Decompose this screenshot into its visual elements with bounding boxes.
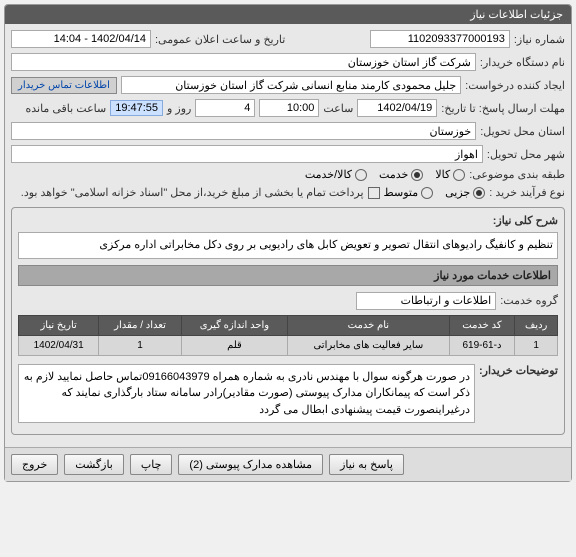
panel-body: شماره نیاز: 1102093377000193 تاریخ و ساع… (5, 24, 571, 447)
radio-goods-label: کالا (435, 168, 450, 181)
radio-medium-label: متوسط (384, 186, 419, 199)
remaining-label: ساعت باقی مانده (25, 102, 106, 115)
buyer-notes-label: توضیحات خریدار: (479, 364, 558, 377)
buyer-field: شرکت گاز استان خوزستان (11, 53, 476, 71)
requester-label: ایجاد کننده درخواست: (465, 79, 565, 92)
services-table: ردیف کد خدمت نام خدمت واحد اندازه گیری ت… (18, 315, 558, 356)
deadline-label: مهلت ارسال پاسخ: تا تاریخ: (441, 102, 565, 115)
city-field: اهواز (11, 145, 483, 163)
th-code: کد خدمت (449, 315, 515, 335)
service-group-field: اطلاعات و ارتباطات (356, 292, 496, 310)
respond-button[interactable]: پاسخ به نیاز (329, 454, 404, 475)
payment-checkbox[interactable] (368, 187, 380, 199)
th-row: ردیف (515, 315, 558, 335)
exit-button[interactable]: خروج (11, 454, 58, 475)
process-radio-group: جزیی متوسط (384, 186, 486, 199)
desc-title-label: شرح کلی نیاز: (493, 214, 558, 227)
requester-field: جلیل محمودی کارمند منابع انسانی شرکت گاز… (121, 76, 461, 94)
radio-service-label: خدمت (379, 168, 408, 181)
radio-partial-label: جزیی (445, 186, 470, 199)
process-label: نوع فرآیند خرید : (489, 186, 565, 199)
print-button[interactable]: چاپ (130, 454, 173, 475)
radio-partial[interactable] (473, 187, 485, 199)
days-field: 4 (195, 99, 255, 117)
announce-label: تاریخ و ساعت اعلان عمومی: (155, 33, 285, 46)
need-number-field: 1102093377000193 (370, 30, 510, 48)
panel-title: جزئیات اطلاعات نیاز (5, 5, 571, 24)
td-unit: قلم (181, 335, 287, 355)
buyer-notes-text: در صورت هرگونه سوال با مهندس نادری به شم… (18, 364, 475, 424)
days-label: روز و (167, 102, 191, 115)
need-number-label: شماره نیاز: (514, 33, 565, 46)
province-field: خوزستان (11, 122, 476, 140)
radio-goods-service-label: کالا/خدمت (305, 168, 352, 181)
announce-field: 1402/04/14 - 14:04 (11, 30, 151, 48)
table-header-row: ردیف کد خدمت نام خدمت واحد اندازه گیری ت… (19, 315, 558, 335)
radio-service[interactable] (411, 169, 423, 181)
deadline-date-field: 1402/04/19 (357, 99, 437, 117)
td-qty: 1 (99, 335, 181, 355)
radio-medium[interactable] (421, 187, 433, 199)
category-label: طبقه بندی موضوعی: (469, 168, 565, 181)
button-bar: پاسخ به نیاز مشاهده مدارک پیوستی (2) چاپ… (5, 447, 571, 481)
th-date: تاریخ نیاز (19, 315, 99, 335)
th-qty: تعداد / مقدار (99, 315, 181, 335)
remaining-time: 19:47:55 (110, 100, 163, 116)
deadline-time-field: 10:00 (259, 99, 319, 117)
td-row: 1 (515, 335, 558, 355)
city-label: شهر محل تحویل: (487, 148, 565, 161)
services-section-title: اطلاعات خدمات مورد نیاز (18, 265, 558, 286)
td-name: سایر فعالیت های مخابراتی (288, 335, 449, 355)
buyer-label: نام دستگاه خریدار: (480, 56, 565, 69)
time-label-1: ساعت (323, 102, 353, 115)
contact-button[interactable]: اطلاعات تماس خریدار (11, 77, 117, 94)
td-date: 1402/04/31 (19, 335, 99, 355)
back-button[interactable]: بازگشت (64, 454, 124, 475)
radio-goods-service[interactable] (355, 169, 367, 181)
description-text: تنظیم و کانفیگ رادیوهای انتقال تصویر و ت… (18, 232, 558, 259)
td-code: د-61-619 (449, 335, 515, 355)
category-radio-group: کالا خدمت کالا/خدمت (305, 168, 465, 181)
main-panel: جزئیات اطلاعات نیاز شماره نیاز: 11020933… (4, 4, 572, 482)
th-unit: واحد اندازه گیری (181, 315, 287, 335)
payment-note: پرداخت تمام یا بخشی از مبلغ خرید،از محل … (21, 186, 364, 199)
attachments-button[interactable]: مشاهده مدارک پیوستی (2) (178, 454, 323, 475)
table-row: 1 د-61-619 سایر فعالیت های مخابراتی قلم … (19, 335, 558, 355)
th-name: نام خدمت (288, 315, 449, 335)
service-group-label: گروه خدمت: (500, 294, 558, 307)
radio-goods[interactable] (453, 169, 465, 181)
province-label: استان محل تحویل: (480, 125, 565, 138)
